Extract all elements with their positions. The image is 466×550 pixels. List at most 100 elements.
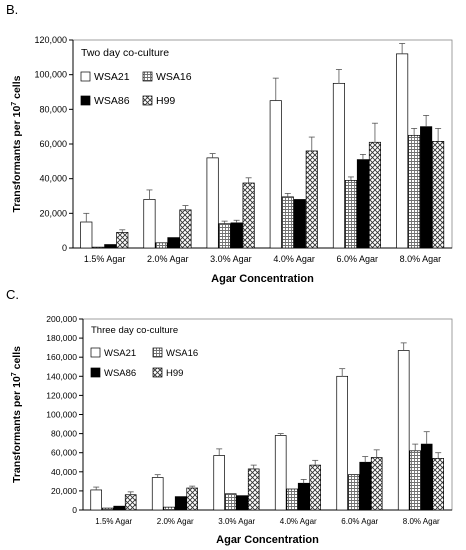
y-tick-label: 140,000 — [46, 371, 77, 381]
bar-h99 — [186, 487, 198, 511]
legend-label: WSA86 — [104, 368, 136, 379]
bar-h99 — [432, 458, 444, 511]
y-tick-label: 0 — [62, 243, 67, 253]
y-axis-label: Transformants per 107 cells — [11, 75, 23, 212]
bar-wsa86 — [104, 244, 117, 249]
bar-h99 — [368, 141, 381, 249]
bar-wsa16 — [347, 474, 360, 511]
y-tick-label: 120,000 — [46, 390, 77, 400]
x-tick-label: 3.0% Agar — [218, 517, 255, 526]
y-tick-label: 160,000 — [46, 352, 77, 362]
x-tick-label: 6.0% Agar — [336, 254, 378, 264]
y-tick-label: 80,000 — [39, 104, 67, 114]
legend-swatch-h99 — [142, 95, 153, 106]
y-tick-label: 180,000 — [46, 333, 77, 343]
legend-swatch-wsa16 — [142, 71, 153, 82]
bar-wsa16 — [163, 506, 175, 511]
bar-wsa21 — [336, 375, 348, 511]
bar-wsa16 — [224, 493, 237, 511]
bar-wsa21 — [397, 350, 410, 511]
bar-wsa16 — [281, 196, 294, 249]
legend-label: H99 — [156, 95, 175, 107]
y-tick-label: 80,000 — [51, 429, 77, 439]
bar-wsa86 — [113, 505, 125, 511]
bar-h99 — [247, 468, 260, 511]
legend-swatch-wsa86 — [80, 95, 91, 106]
x-tick-label: 1.5% Agar — [95, 517, 132, 526]
x-tick-label: 2.0% Agar — [147, 254, 189, 264]
bar-wsa16 — [92, 246, 105, 249]
bar-wsa86 — [293, 199, 306, 249]
bar-wsa86 — [174, 496, 187, 511]
x-tick-label: 2.0% Agar — [157, 517, 194, 526]
y-tick-label: 0 — [72, 505, 77, 515]
bar-wsa86 — [297, 482, 310, 511]
x-axis-label: Agar Concentration — [211, 273, 314, 285]
plot-frame — [82, 318, 453, 511]
bar-wsa16 — [409, 450, 421, 511]
chart-three-day: 0 20,000 40,000 60,000 80,000 100,000 120,000 1… — [11, 314, 453, 546]
bar-wsa21 — [269, 100, 282, 249]
bar-h99 — [305, 150, 318, 249]
bar-wsa21 — [396, 53, 409, 249]
bar-wsa21 — [151, 477, 164, 511]
x-tick-label: 3.0% Agar — [210, 254, 252, 264]
bar-wsa21 — [274, 435, 287, 511]
bar-wsa16 — [344, 180, 357, 249]
x-tick-label: 1.5% Agar — [84, 254, 126, 264]
bar-h99 — [370, 457, 383, 511]
y-tick-label: 200,000 — [46, 314, 77, 324]
bar-h99 — [124, 494, 137, 511]
bar-wsa86 — [359, 461, 371, 511]
bar-wsa16 — [101, 507, 114, 511]
legend-swatch-wsa86 — [90, 367, 101, 378]
x-axis-label: Agar Concentration — [216, 534, 319, 546]
bar-wsa21 — [213, 455, 225, 511]
y-axis-label: Transformants per 107 cells — [11, 346, 23, 483]
bar-wsa21 — [332, 82, 345, 249]
bar-wsa21 — [206, 157, 219, 249]
bar-wsa21 — [80, 221, 93, 249]
bar-wsa21 — [90, 489, 102, 511]
bar-h99 — [432, 141, 445, 249]
y-tick-label: 20,000 — [39, 208, 67, 218]
chart-two-day: 0 20,000 40,000 60,000 80,000 100,000 120,000 1… — [11, 35, 453, 285]
legend-swatch-wsa16 — [152, 347, 163, 358]
legend-swatch-h99 — [152, 367, 163, 378]
bar-wsa86 — [420, 126, 433, 249]
panel-letter-b: B. — [6, 2, 19, 17]
bar-h99 — [242, 182, 255, 249]
panel-letter-c: C. — [6, 287, 19, 302]
y-tick-label: 60,000 — [51, 448, 77, 458]
legend-label: WSA16 — [156, 71, 192, 83]
bar-h99 — [116, 232, 129, 249]
y-tick-label: 20,000 — [51, 486, 77, 496]
legend-label: WSA21 — [94, 71, 130, 83]
y-tick-label: 40,000 — [51, 467, 77, 477]
bar-wsa16 — [218, 223, 231, 249]
bar-wsa16 — [408, 134, 421, 249]
legend-label: H99 — [166, 368, 183, 379]
chart-title: Three day co-culture — [91, 325, 178, 336]
bar-wsa86 — [236, 495, 248, 511]
legend-label: WSA16 — [166, 348, 198, 359]
legend-swatch-wsa21 — [90, 347, 101, 358]
x-tick-label: 8.0% Agar — [403, 517, 440, 526]
legend-label: WSA21 — [104, 348, 136, 359]
y-tick-label: 100,000 — [34, 70, 67, 80]
x-tick-label: 8.0% Agar — [400, 254, 442, 264]
y-tick-label: 60,000 — [39, 139, 67, 149]
chart-title: Two day co-culture — [81, 47, 169, 59]
legend-label: WSA86 — [94, 95, 130, 107]
bar-wsa21 — [143, 199, 156, 249]
x-tick-label: 6.0% Agar — [341, 517, 378, 526]
bar-wsa86 — [167, 237, 180, 249]
plot-frame — [72, 39, 453, 249]
bar-wsa16 — [155, 242, 168, 249]
legend-swatch-wsa21 — [80, 71, 91, 82]
bar-wsa86 — [356, 159, 369, 249]
x-tick-label: 4.0% Agar — [280, 517, 317, 526]
bar-wsa16 — [286, 488, 298, 511]
y-tick-label: 100,000 — [46, 410, 77, 420]
bar-h99 — [179, 209, 192, 249]
